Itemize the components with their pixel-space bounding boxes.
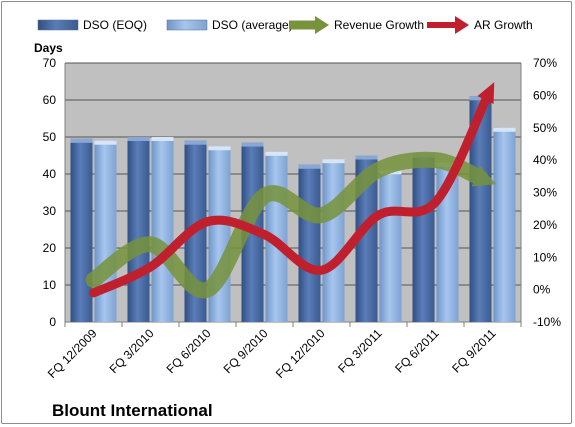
arrowhead (477, 82, 495, 104)
bar (151, 137, 174, 322)
legend-item: DSO (EOQ) (37, 18, 147, 32)
left-tick-label: 40 (43, 167, 57, 181)
bar (436, 162, 459, 322)
bar-top-highlight (241, 142, 264, 147)
legend-item: AR Growth (427, 16, 533, 34)
line-point (435, 201, 436, 203)
line-point (93, 292, 94, 294)
bar-top-highlight (322, 159, 345, 164)
bar (127, 137, 150, 322)
bar (298, 164, 321, 322)
bar-top-highlight (265, 151, 288, 156)
line-point (378, 214, 379, 216)
legend-arrowhead (315, 16, 329, 34)
line-point (492, 182, 493, 184)
line-point (378, 169, 379, 171)
bar-top-highlight (208, 146, 231, 151)
x-tick-label: FQ 9/2010 (221, 326, 271, 376)
company-title: Blount International (52, 401, 213, 420)
legend-swatch (37, 19, 79, 31)
bar (70, 138, 93, 322)
legend-arrowhead (455, 16, 469, 34)
ar-growth-series (89, 82, 495, 298)
bar-top-highlight (355, 155, 378, 160)
x-tick-label: FQ 3/2010 (107, 326, 157, 376)
line-point (264, 234, 265, 236)
legend-label: Revenue Growth (334, 18, 424, 32)
line-point (264, 195, 265, 197)
right-tick-label: 0% (533, 283, 551, 297)
legend-item: Revenue Growth (289, 16, 424, 34)
line-point (93, 279, 94, 281)
x-tick-label: FQ 12/2010 (273, 326, 328, 381)
legend-label: DSO (average) (212, 18, 293, 32)
legend-label: AR Growth (474, 18, 533, 32)
right-tick-label: 60% (533, 88, 557, 102)
x-tick-label: FQ 6/2010 (164, 326, 214, 376)
bar-top-highlight (298, 164, 321, 169)
growth-lines (85, 82, 497, 299)
line-point (321, 269, 322, 271)
legend-item: DSO (average) (166, 18, 293, 32)
revenue-growth-series (85, 151, 497, 299)
right-tick-label: 50% (533, 121, 557, 135)
bar-top-highlight (70, 138, 93, 143)
right-tick-label: 70% (533, 56, 557, 70)
left-tick-label: 70 (43, 56, 57, 70)
line-point (207, 289, 208, 291)
line-point (321, 214, 322, 216)
left-axis-ticks: 0 10 20 30 40 50 60 70 (43, 56, 57, 329)
chart-legend: DSO (EOQ) DSO (average) Revenue Growth AR G… (37, 16, 533, 34)
line-point (435, 159, 436, 161)
x-tick-label: FQ 6/2011 (392, 326, 442, 376)
line-point (150, 243, 151, 245)
left-axis-title: Days (34, 41, 63, 55)
left-tick-label: 30 (43, 204, 57, 218)
bar (469, 96, 492, 322)
legend-swatch (166, 19, 208, 31)
bar-top-highlight (184, 140, 207, 145)
bar-top-highlight (94, 140, 117, 145)
bar-top-highlight (151, 137, 174, 141)
bar-top-highlight (493, 127, 516, 132)
legend-label: DSO (EOQ) (83, 18, 147, 32)
bar (355, 155, 378, 322)
right-tick-label: -10% (533, 315, 561, 329)
x-tick-label: FQ 3/2011 (335, 326, 385, 376)
x-tick-label: FQ 9/2011 (449, 326, 499, 376)
right-tick-label: 20% (533, 218, 557, 232)
bar (412, 153, 435, 322)
bar (493, 127, 516, 322)
line-point (207, 221, 208, 223)
right-tick-label: 10% (533, 250, 557, 264)
right-tick-label: 30% (533, 186, 557, 200)
bar (379, 170, 402, 322)
left-tick-label: 50 (43, 130, 57, 144)
left-tick-label: 0 (49, 315, 56, 329)
left-tick-label: 10 (43, 278, 57, 292)
left-tick-label: 60 (43, 93, 57, 107)
x-tick-label: FQ 12/2009 (45, 326, 100, 381)
line-point (150, 266, 151, 268)
left-tick-label: 20 (43, 241, 57, 255)
bar (322, 159, 345, 322)
arrowhead (471, 165, 497, 187)
growth-line (85, 151, 489, 299)
x-axis-labels: FQ 12/2009 FQ 3/2010 FQ 6/2010 FQ 9/2010 FQ … (45, 326, 499, 381)
right-tick-label: 40% (533, 153, 557, 167)
bar-top-highlight (469, 96, 492, 101)
plot-area: 0 10 20 30 40 50 60 70 -10% 0% 10% 20% 30% 40% 50% 60% 7… (43, 56, 562, 381)
bar-top-highlight (127, 137, 150, 141)
line-point (492, 85, 493, 87)
right-axis-ticks: -10% 0% 10% 20% 30% 40% 50% 60% 70% (533, 56, 561, 329)
